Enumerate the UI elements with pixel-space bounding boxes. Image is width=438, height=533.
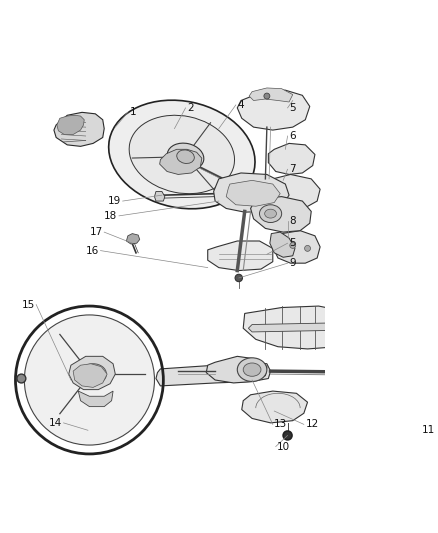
Polygon shape xyxy=(248,322,366,332)
Ellipse shape xyxy=(17,374,26,383)
Polygon shape xyxy=(250,197,311,232)
Text: 12: 12 xyxy=(304,419,318,430)
Polygon shape xyxy=(73,364,107,387)
Text: 8: 8 xyxy=(288,216,295,226)
Text: 9: 9 xyxy=(288,258,295,268)
Ellipse shape xyxy=(264,209,276,218)
Polygon shape xyxy=(272,231,319,263)
Text: 13: 13 xyxy=(274,419,287,430)
Polygon shape xyxy=(226,180,279,206)
Text: 2: 2 xyxy=(187,103,193,113)
Polygon shape xyxy=(268,143,314,174)
Ellipse shape xyxy=(167,143,203,170)
Ellipse shape xyxy=(249,198,261,206)
Ellipse shape xyxy=(109,100,254,209)
Ellipse shape xyxy=(234,274,242,281)
Text: 17: 17 xyxy=(89,227,102,237)
Ellipse shape xyxy=(237,358,266,382)
Text: 16: 16 xyxy=(85,246,99,256)
Ellipse shape xyxy=(80,364,106,384)
Ellipse shape xyxy=(177,150,194,164)
Polygon shape xyxy=(155,362,270,386)
Polygon shape xyxy=(392,367,412,383)
Ellipse shape xyxy=(129,115,234,193)
Polygon shape xyxy=(248,88,292,102)
Ellipse shape xyxy=(243,363,260,376)
Text: 1: 1 xyxy=(129,107,136,117)
Ellipse shape xyxy=(283,431,291,440)
Text: 19: 19 xyxy=(108,196,121,206)
Polygon shape xyxy=(377,284,415,318)
Polygon shape xyxy=(417,362,438,389)
Text: 4: 4 xyxy=(237,100,244,110)
Text: 14: 14 xyxy=(49,418,62,428)
Polygon shape xyxy=(237,90,309,130)
Polygon shape xyxy=(54,112,104,147)
Polygon shape xyxy=(78,391,113,407)
Polygon shape xyxy=(263,174,319,210)
Ellipse shape xyxy=(289,243,295,248)
Ellipse shape xyxy=(304,245,310,252)
Ellipse shape xyxy=(259,205,281,222)
Polygon shape xyxy=(213,173,288,212)
Ellipse shape xyxy=(263,93,269,99)
Ellipse shape xyxy=(24,315,154,445)
Polygon shape xyxy=(57,115,84,134)
Polygon shape xyxy=(126,233,139,244)
Polygon shape xyxy=(241,391,307,423)
Text: 7: 7 xyxy=(288,164,295,174)
Text: 15: 15 xyxy=(21,300,35,310)
Polygon shape xyxy=(207,241,272,271)
Text: 5: 5 xyxy=(288,103,295,113)
Text: 5: 5 xyxy=(288,238,295,248)
Polygon shape xyxy=(206,357,266,383)
Polygon shape xyxy=(154,191,164,201)
Polygon shape xyxy=(352,293,390,322)
Polygon shape xyxy=(69,357,115,390)
Text: 18: 18 xyxy=(104,211,117,221)
Text: 6: 6 xyxy=(288,131,295,141)
Text: 11: 11 xyxy=(421,425,434,435)
Polygon shape xyxy=(243,306,364,349)
Polygon shape xyxy=(269,232,294,257)
Text: 10: 10 xyxy=(276,441,290,451)
Polygon shape xyxy=(159,149,201,174)
